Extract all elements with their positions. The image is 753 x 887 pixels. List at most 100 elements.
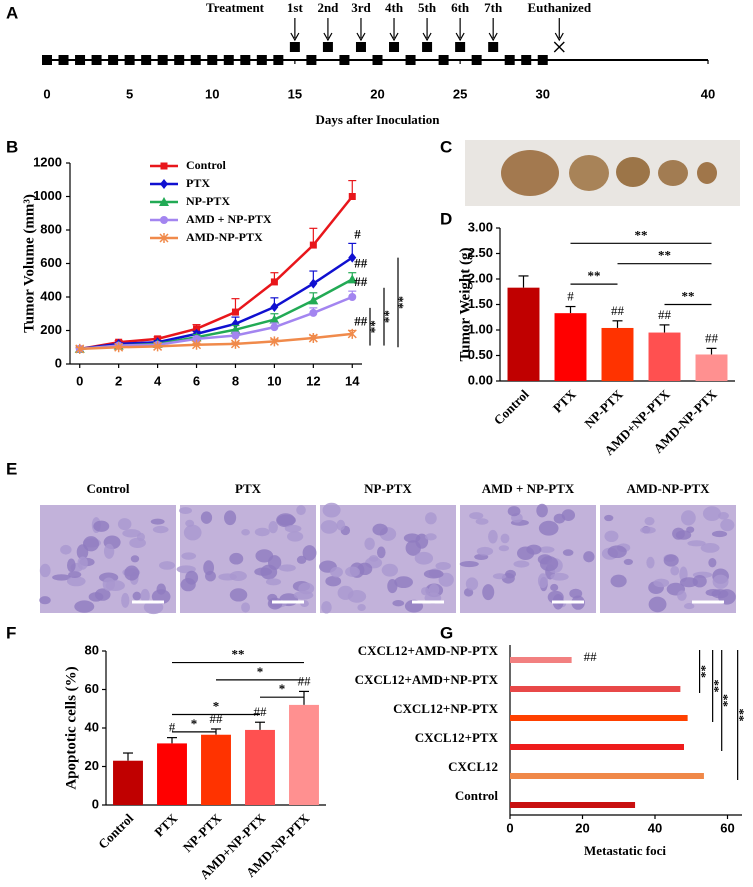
bracket-label: **	[736, 709, 751, 722]
y-tick-label: 2.50	[468, 245, 493, 260]
cell	[83, 536, 100, 552]
bar	[510, 715, 688, 721]
tumor	[658, 160, 688, 186]
bar	[245, 729, 275, 805]
schedule-square	[355, 42, 366, 52]
series-line	[79, 332, 353, 351]
point	[347, 274, 358, 284]
cell	[505, 569, 516, 579]
significance-label: ##	[611, 303, 625, 318]
cell	[200, 511, 213, 524]
cell	[516, 546, 535, 561]
arrow-head	[554, 32, 564, 42]
cell	[241, 602, 251, 613]
bracket-label: **	[588, 268, 601, 283]
schedule-square	[190, 55, 201, 65]
cell	[93, 520, 110, 532]
point	[114, 342, 124, 353]
tumor-photo	[465, 140, 740, 206]
schedule-square	[108, 55, 119, 65]
legend-marker	[160, 216, 168, 224]
cell	[604, 530, 619, 542]
dose-label: 1st	[287, 0, 304, 15]
schedule-square	[75, 55, 86, 65]
cell	[376, 546, 386, 559]
cell	[677, 590, 687, 601]
y-tick-label: CXCL12+AMD-NP-PTX	[358, 643, 499, 658]
cell	[296, 505, 306, 516]
cell	[712, 574, 729, 589]
cell	[403, 533, 421, 543]
bar	[510, 802, 636, 808]
y-axis-title: Tumor Weight (g)	[457, 248, 473, 362]
x-axis-title: Metastatic foci	[584, 843, 666, 858]
schedule-square	[157, 55, 168, 65]
cell	[708, 557, 717, 568]
x-tick-label: 60	[720, 820, 734, 835]
cell	[421, 587, 430, 596]
cell	[438, 572, 454, 587]
y-tick-label: 3.00	[468, 219, 493, 234]
cell	[52, 574, 71, 581]
cell	[254, 567, 272, 576]
schedule-square	[471, 55, 482, 65]
y-tick-label: 400	[40, 288, 62, 303]
cell	[102, 577, 116, 591]
schedule-square	[488, 42, 499, 52]
schedule-square	[223, 55, 234, 65]
x-tick-label: 40	[648, 820, 662, 835]
point	[308, 295, 319, 305]
cell	[229, 552, 244, 565]
cell	[392, 600, 405, 607]
bracket-label: *	[257, 664, 264, 679]
point	[231, 331, 240, 340]
image-label: Control	[86, 481, 129, 496]
bracket-label: **	[711, 680, 726, 693]
schedule-square	[422, 42, 433, 52]
schedule-square	[405, 55, 416, 65]
cell	[268, 521, 278, 534]
bar	[601, 327, 634, 381]
x-tick-label: 25	[453, 86, 467, 101]
x-tick-label: 10	[267, 373, 281, 388]
image-label: PTX	[235, 481, 262, 496]
schedule-square	[174, 55, 185, 65]
dose-label: 5th	[418, 0, 437, 15]
cell	[68, 571, 82, 579]
bar	[507, 287, 540, 381]
cell	[425, 533, 437, 541]
cell	[267, 597, 283, 610]
cell	[604, 514, 614, 522]
y-tick-label: Control	[455, 788, 498, 803]
y-axis-title: Tumor Volume (mm³)	[21, 194, 37, 333]
arrow-head	[290, 32, 300, 42]
cell	[321, 601, 332, 614]
point	[270, 278, 278, 286]
cell	[103, 543, 115, 559]
x-tick-label: 2	[115, 373, 122, 388]
y-tick-label: 0.50	[468, 347, 493, 362]
significance-label: ##	[298, 673, 312, 688]
image-label: AMD + NP-PTX	[482, 481, 575, 496]
schedule-square	[207, 55, 218, 65]
cell	[265, 578, 282, 586]
series-line	[79, 295, 353, 351]
arrow-head	[422, 32, 432, 42]
significance-label: #	[169, 720, 176, 735]
point	[231, 308, 239, 316]
cell	[538, 546, 555, 553]
cell	[364, 537, 375, 550]
cell	[513, 560, 530, 568]
cell	[203, 560, 215, 576]
cell	[469, 512, 484, 520]
cell	[507, 506, 521, 517]
legend-label: PTX	[186, 176, 210, 190]
point	[308, 333, 318, 344]
point	[192, 339, 202, 350]
cell	[672, 527, 685, 540]
bracket-label: **	[720, 694, 735, 707]
cell	[337, 585, 354, 600]
cell	[143, 600, 164, 615]
cell	[60, 544, 72, 555]
image-label: NP-PTX	[364, 481, 412, 496]
